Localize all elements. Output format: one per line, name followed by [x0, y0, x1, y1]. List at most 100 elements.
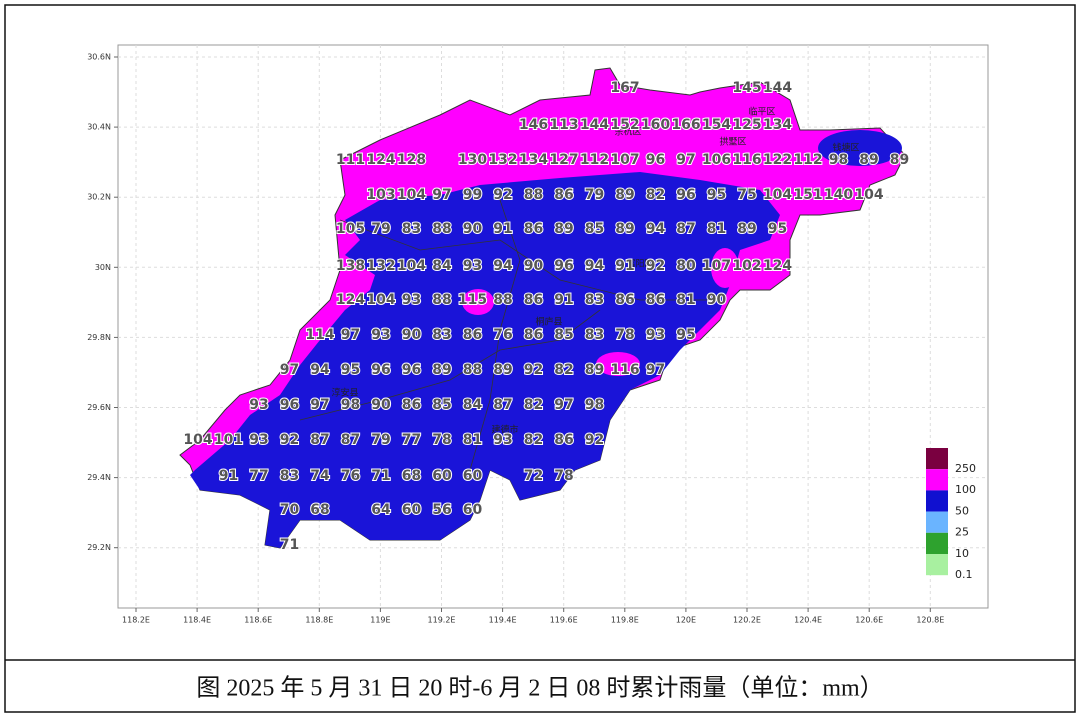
station-value: 91 [493, 221, 512, 237]
station-value: 86 [554, 432, 573, 448]
y-tick-label: 30N [95, 263, 111, 272]
station-value: 95 [707, 187, 726, 203]
station-value: 60 [463, 502, 483, 518]
boundary [469, 199, 521, 471]
boundary [299, 309, 601, 421]
x-tick-label: 119.4E [489, 616, 517, 625]
district-label: 临平区 [748, 106, 775, 118]
station-value: 82 [524, 397, 543, 413]
station-value: 89 [585, 362, 604, 378]
station-value: 124 [336, 292, 365, 308]
station-value: 90 [524, 258, 544, 274]
station-value: 124 [763, 258, 792, 274]
station-value: 86 [646, 292, 665, 308]
x-tick-label: 119E [370, 616, 390, 625]
station-value: 124 [366, 152, 395, 168]
station-value: 79 [585, 187, 604, 203]
station-value: 76 [493, 327, 512, 343]
station-value: 107 [610, 152, 639, 168]
station-value: 86 [402, 397, 421, 413]
legend-swatch [926, 469, 948, 491]
x-tick-label: 120.8E [916, 616, 944, 625]
station-value: 83 [585, 327, 604, 343]
station-value: 167 [610, 80, 639, 96]
station-value: 99 [463, 187, 482, 203]
legend-swatch [926, 511, 948, 533]
station-value: 91 [219, 468, 238, 484]
station-value: 88 [463, 362, 482, 378]
region [179, 67, 906, 549]
station-value: 90 [371, 397, 391, 413]
station-value: 98 [585, 397, 604, 413]
legend-swatch [926, 490, 948, 512]
rain-100-area [462, 289, 494, 315]
station-value: 87 [341, 432, 360, 448]
station-value: 77 [402, 432, 421, 448]
station-value: 92 [585, 432, 604, 448]
station-value: 94 [646, 221, 666, 237]
rain-100-area [711, 248, 739, 288]
station-value: 86 [615, 292, 634, 308]
legend-label: 10 [955, 547, 969, 560]
station-value: 122 [763, 152, 792, 168]
station-value: 104 [397, 258, 426, 274]
district-label: 富阳区 [626, 258, 653, 270]
station-value: 93 [463, 258, 482, 274]
x-tick-label: 119.8E [611, 616, 639, 625]
station-value: 82 [524, 432, 543, 448]
station-value: 104 [763, 187, 792, 203]
station-value: 79 [371, 221, 390, 237]
station-value: 130 [458, 152, 487, 168]
station-value: 96 [371, 362, 390, 378]
station-value: 85 [585, 221, 604, 237]
station-value: 93 [249, 432, 268, 448]
station-value: 114 [305, 327, 334, 343]
station-value: 89 [890, 152, 909, 168]
station-value: 78 [554, 468, 573, 484]
station-value: 83 [585, 292, 604, 308]
y-tick-label: 29.4N [87, 473, 111, 482]
station-value: 146 [519, 117, 548, 133]
station-value: 116 [610, 362, 639, 378]
x-tick-label: 118.8E [305, 616, 333, 625]
x-tick-label: 118.6E [244, 616, 272, 625]
station-value: 89 [615, 187, 634, 203]
x-tick-label: 119.6E [550, 616, 578, 625]
station-value: 144 [580, 117, 609, 133]
station-value: 88 [432, 292, 451, 308]
station-value: 138 [336, 258, 365, 274]
station-value: 112 [580, 152, 609, 168]
station-value: 87 [493, 397, 512, 413]
station-value: 105 [336, 221, 365, 237]
station-value: 111 [336, 152, 365, 168]
station-value: 104 [854, 187, 883, 203]
legend-swatch [926, 554, 948, 576]
station-value: 140 [824, 187, 853, 203]
station-value: 97 [676, 152, 695, 168]
station-value: 95 [341, 362, 360, 378]
station-value: 97 [646, 362, 665, 378]
station-value: 56 [432, 502, 451, 518]
station-value: 96 [646, 152, 665, 168]
station-value: 116 [732, 152, 761, 168]
station-value: 60 [432, 468, 452, 484]
station-value: 92 [524, 362, 543, 378]
x-tick-label: 120.6E [855, 616, 883, 625]
station-value: 94 [493, 258, 513, 274]
district-label: 建德市 [491, 424, 518, 436]
district-label: 淳安县 [331, 387, 358, 399]
station-value: 86 [524, 327, 543, 343]
station-value: 74 [310, 468, 330, 484]
y-tick-label: 30.4N [87, 123, 111, 132]
station-value: 115 [458, 292, 487, 308]
station-value: 70 [280, 502, 300, 518]
station-value: 97 [554, 397, 573, 413]
station-value: 88 [524, 187, 543, 203]
station-value: 104 [397, 187, 426, 203]
x-tick-label: 118.4E [183, 616, 211, 625]
station-value: 92 [280, 432, 299, 448]
station-value: 96 [280, 397, 299, 413]
station-value: 75 [737, 187, 756, 203]
station-value: 144 [763, 80, 792, 96]
station-value: 132 [366, 258, 395, 274]
